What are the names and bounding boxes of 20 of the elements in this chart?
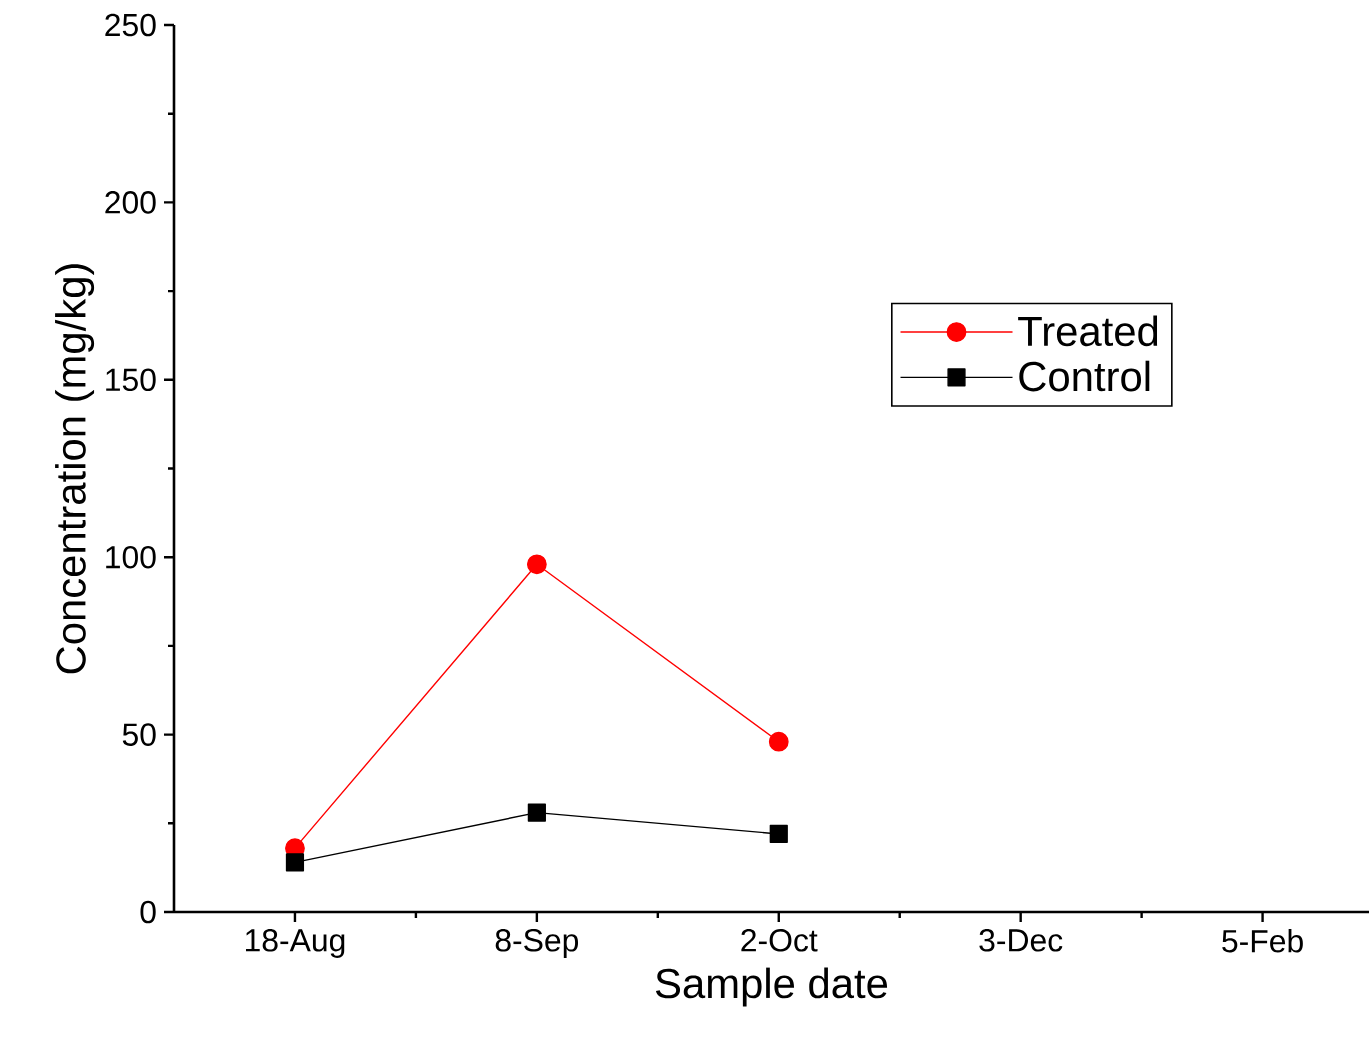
y-axis-title: Concentration (mg/kg) <box>55 264 95 674</box>
x-tick-label: 5-Feb <box>1222 929 1303 953</box>
point <box>526 554 547 575</box>
x-tick-label: 3-Dec <box>979 929 1063 952</box>
y-tick-label: 0 <box>140 900 156 924</box>
y-tick-label: 150 <box>106 368 156 392</box>
x-axis-title: Sample date <box>655 967 888 1007</box>
y-tick-label: 100 <box>106 545 156 569</box>
legend-label: Control <box>1019 360 1150 392</box>
point <box>769 824 788 844</box>
x-tick-label: 18-Aug <box>245 929 345 958</box>
legend-label: Treated <box>1018 315 1158 347</box>
point <box>285 853 305 872</box>
y-tick-label: 50 <box>122 723 156 746</box>
x-tick-label: 2-Oct <box>741 929 818 952</box>
x-tick-label: 8-Sep <box>495 929 579 958</box>
y-tick-label: 200 <box>105 191 156 214</box>
point <box>527 803 546 822</box>
point <box>768 731 789 752</box>
y-tick-label: 250 <box>105 13 156 37</box>
